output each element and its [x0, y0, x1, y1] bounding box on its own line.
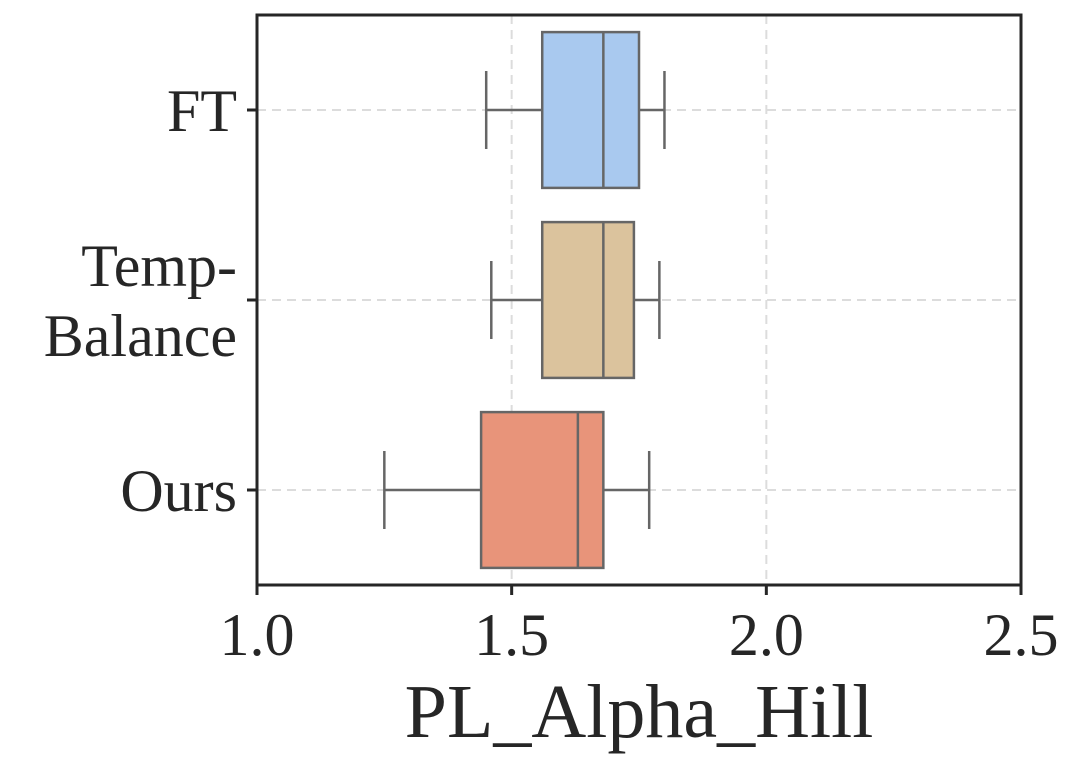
x-tick-label: 1.5: [474, 602, 549, 668]
box-group: [484, 30, 666, 190]
y-tick-label: Ours: [120, 458, 237, 524]
box-group: [383, 410, 651, 570]
x-tick-label: 1.0: [220, 602, 295, 668]
axis-ticks: 1.0 1.5 2.0 2.5 FT Temp-Balance Ours: [44, 78, 1059, 668]
box-series: [383, 30, 666, 570]
y-tick-label: FT: [167, 78, 237, 144]
iqr-box: [540, 30, 641, 190]
x-tick-label: 2.5: [984, 602, 1059, 668]
y-tick-label: Temp-Balance: [44, 233, 237, 369]
iqr-box: [479, 410, 605, 570]
x-axis-title: PL_Alpha_Hill: [405, 670, 874, 754]
box-group: [490, 220, 661, 380]
x-tick-label: 2.0: [729, 602, 804, 668]
iqr-box: [540, 220, 636, 380]
